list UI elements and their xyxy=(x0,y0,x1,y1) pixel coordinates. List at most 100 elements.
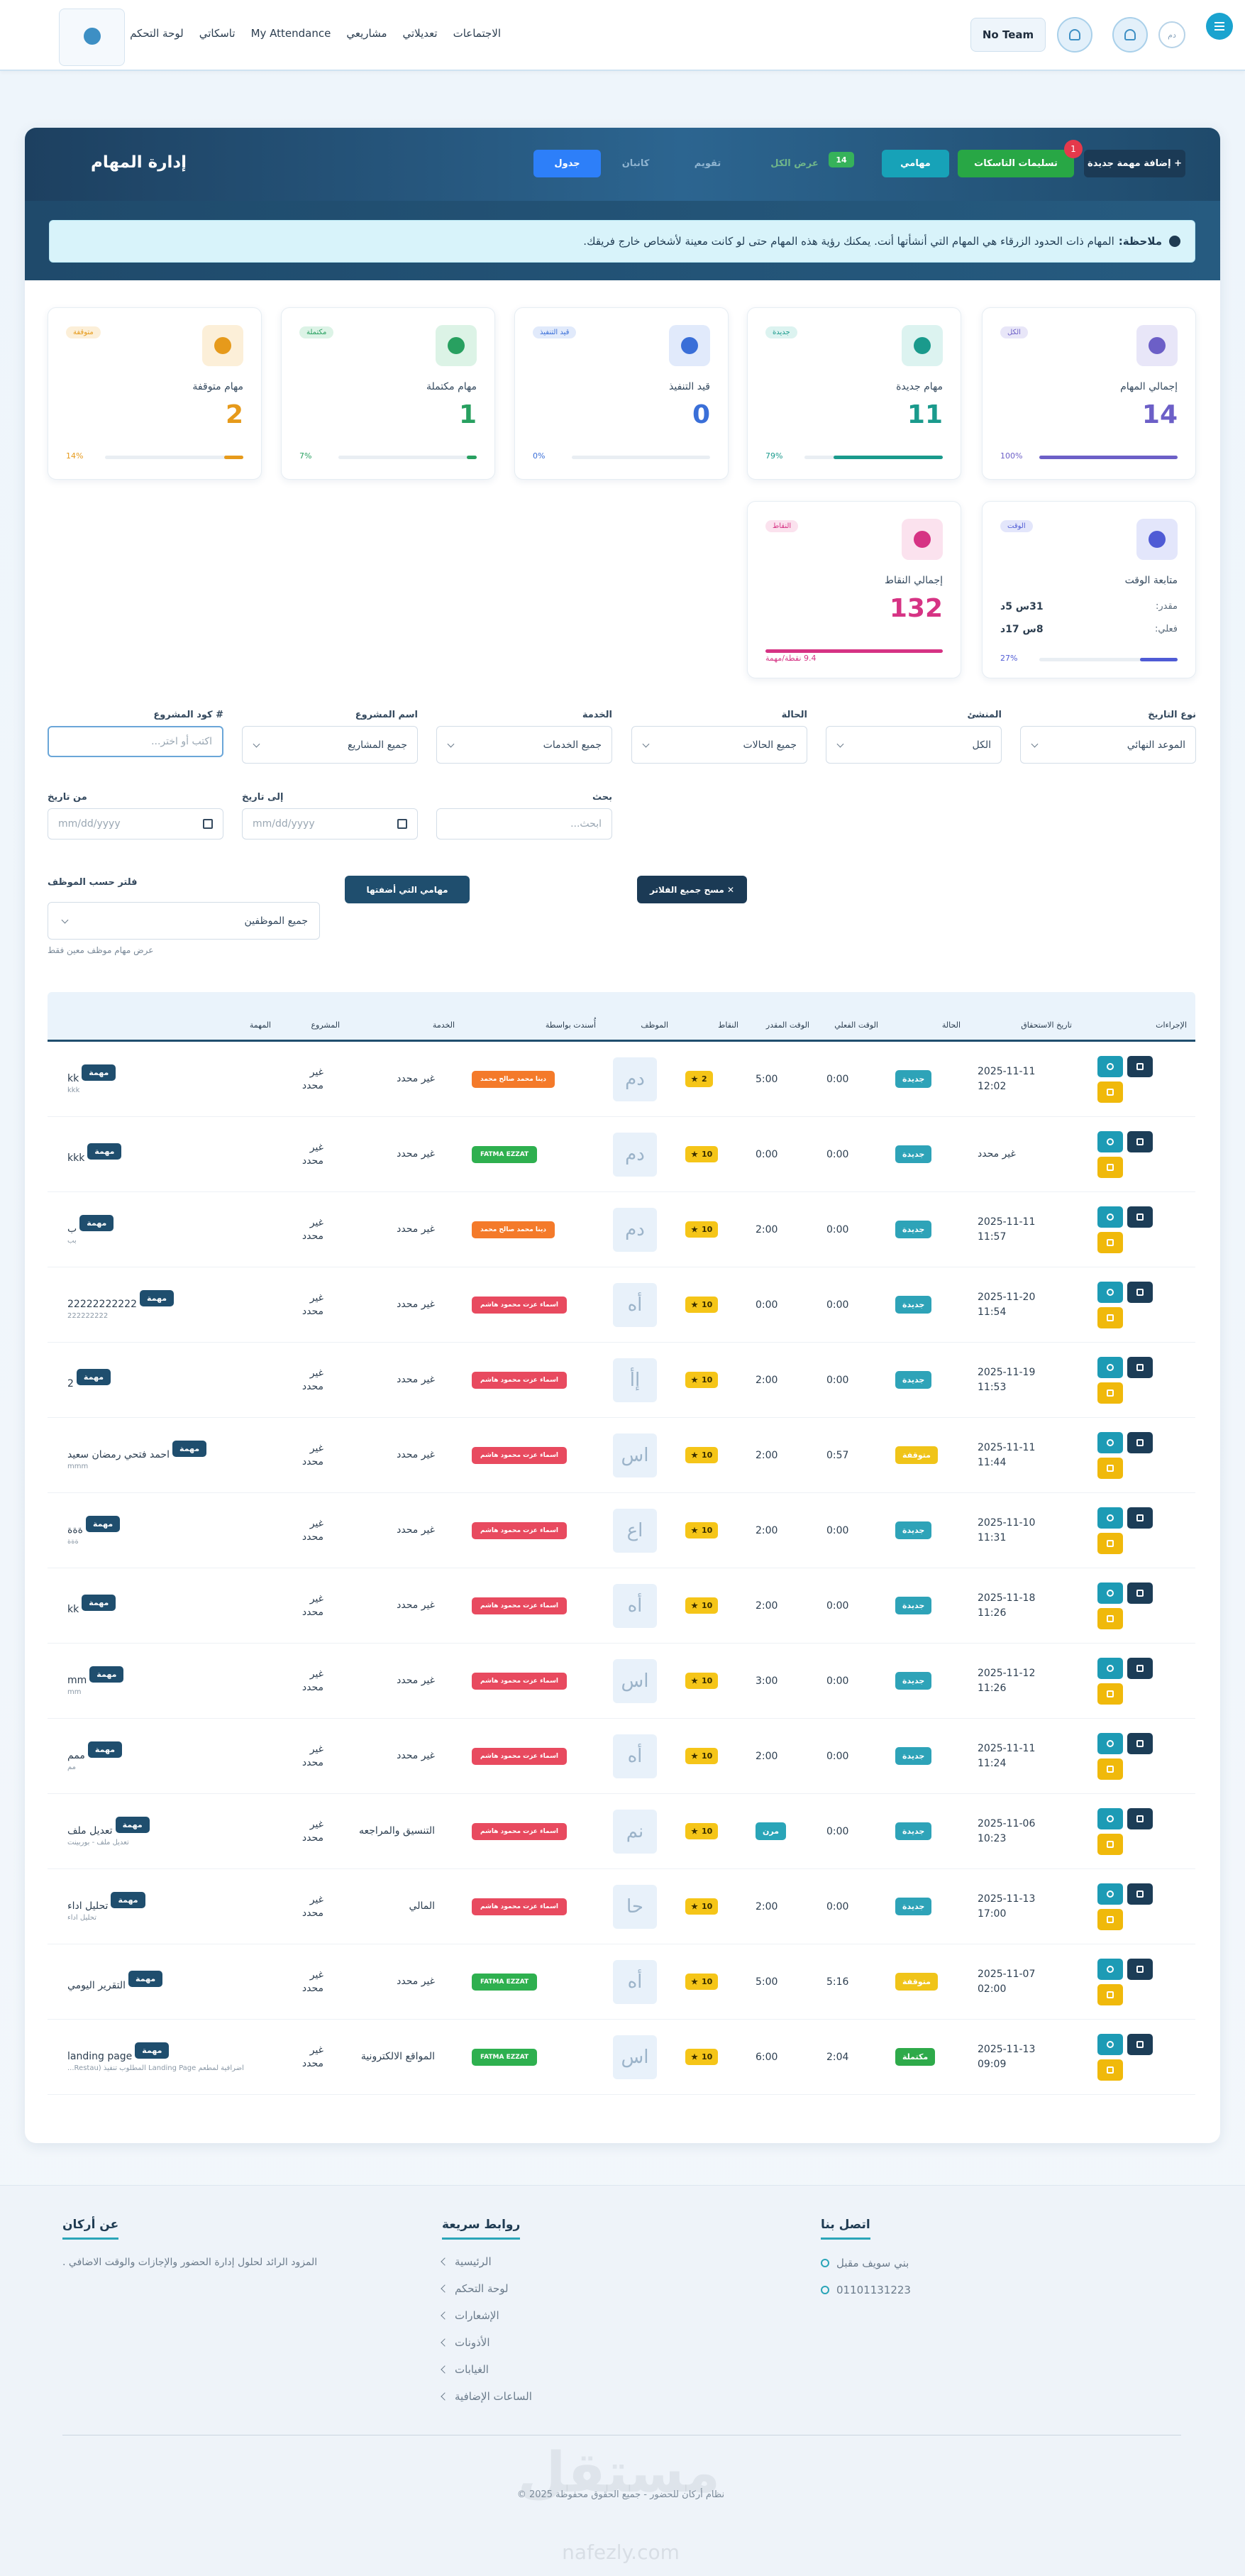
nav-link[interactable]: لوحة التحكم xyxy=(130,27,184,40)
edit-button[interactable] xyxy=(1127,1281,1153,1303)
filter-select[interactable]: جميع المشاريع xyxy=(242,726,418,764)
points: 10 xyxy=(702,1676,713,1685)
employee-cell: اس xyxy=(604,2020,677,2094)
edit-button[interactable] xyxy=(1127,1431,1153,1453)
edit-button[interactable] xyxy=(1127,2033,1153,2055)
employee-cell: أه xyxy=(604,1267,677,1342)
task-subtitle: mmm xyxy=(67,1462,89,1470)
view-button[interactable] xyxy=(1097,1958,1123,1980)
filter-select[interactable]: جميع الخدمات xyxy=(436,726,612,764)
footer-link[interactable]: الإشعارات xyxy=(441,2309,499,2322)
task-subtitle: mm xyxy=(67,1688,82,1696)
view-button[interactable] xyxy=(1097,1356,1123,1378)
reassign-button[interactable] xyxy=(1097,2059,1123,2081)
nav-link[interactable]: تعديلاتي xyxy=(402,27,438,40)
employee-avatar: حا xyxy=(613,1884,657,1929)
chevron xyxy=(253,740,260,748)
nav-link[interactable]: مشاريعي xyxy=(346,27,387,40)
filter-label: إلى تاريخ xyxy=(242,792,284,803)
reassign-button[interactable] xyxy=(1097,1457,1123,1479)
reassign-button[interactable] xyxy=(1097,1683,1123,1705)
reassign-button[interactable] xyxy=(1097,1382,1123,1404)
filter-select[interactable]: الكل xyxy=(826,726,1002,764)
calendar-icon xyxy=(203,819,213,829)
deliveries-button[interactable]: تسليمات التاسكات xyxy=(958,150,1074,177)
nav-link[interactable]: My Attendance xyxy=(250,27,331,40)
table-view-button[interactable]: جدول xyxy=(533,150,601,177)
clear-filters-button[interactable]: ✕ مسح جميع الفلاتر xyxy=(637,876,747,903)
reassign-button[interactable] xyxy=(1097,1081,1123,1103)
reassign-button[interactable] xyxy=(1097,1983,1123,2005)
footer-link[interactable]: الأذونات xyxy=(441,2336,490,2349)
view-button[interactable] xyxy=(1097,1807,1123,1829)
view-button[interactable] xyxy=(1097,1130,1123,1152)
footer-link[interactable]: الساعات الإضافية xyxy=(441,2390,532,2403)
edit-button[interactable] xyxy=(1127,1582,1153,1604)
nav-link[interactable]: الاجتماعات xyxy=(453,27,501,40)
add-task-button[interactable]: + إضافة مهمة جديدة xyxy=(1084,150,1185,177)
view-button[interactable] xyxy=(1097,1431,1123,1453)
reassign-button[interactable] xyxy=(1097,1607,1123,1629)
filter-select[interactable]: الموعد النهائي xyxy=(1020,726,1196,764)
edit-button[interactable] xyxy=(1127,1883,1153,1905)
kanban-view-button[interactable]: كانبان xyxy=(621,158,650,169)
estimated-time: 6:00 xyxy=(756,2051,778,2063)
status-badge: جديدة xyxy=(895,1070,932,1088)
my-tasks-button[interactable]: مهامي xyxy=(882,150,949,177)
assigned-cell: اسماء عزت محمود هاشم xyxy=(463,1869,604,1944)
reassign-button[interactable] xyxy=(1097,1156,1123,1178)
nav-link[interactable]: تاسكاتي xyxy=(199,27,236,40)
menu-button[interactable] xyxy=(1206,13,1233,40)
view-button[interactable] xyxy=(1097,1657,1123,1679)
my-added-button[interactable]: مهامي التي أضفتها xyxy=(345,876,470,903)
edit-button[interactable] xyxy=(1127,1732,1153,1754)
stat-value: 0 xyxy=(692,400,710,429)
view-button[interactable] xyxy=(1097,1281,1123,1303)
filter-select[interactable]: جميع الحالات xyxy=(631,726,807,764)
footer-link[interactable]: لوحة التحكم xyxy=(441,2282,509,2295)
edit-button[interactable] xyxy=(1127,1507,1153,1529)
filter-select[interactable]: جميع الموظفين xyxy=(48,902,320,940)
show-all-button[interactable]: عرض الكل xyxy=(770,158,819,169)
edit-button[interactable] xyxy=(1127,1807,1153,1829)
points: 10 xyxy=(702,1827,713,1836)
notification-button[interactable] xyxy=(1112,17,1148,53)
reassign-button[interactable] xyxy=(1097,1532,1123,1554)
edit-button[interactable] xyxy=(1127,1958,1153,1980)
stat-icon xyxy=(202,325,243,366)
team-button[interactable]: No Team xyxy=(970,18,1046,52)
task-line: التقرير اليومي مهمة xyxy=(67,1971,163,1993)
edit-button[interactable] xyxy=(1127,1657,1153,1679)
edit-button[interactable] xyxy=(1127,1206,1153,1228)
reassign-button[interactable] xyxy=(1097,1758,1123,1780)
chevron xyxy=(441,2365,449,2374)
filter-date[interactable]: mm/dd/yyyy xyxy=(48,808,223,840)
reassign-button[interactable] xyxy=(1097,1306,1123,1328)
filter-date[interactable]: mm/dd/yyyy xyxy=(242,808,418,840)
filter-input[interactable]: ابحث... xyxy=(436,808,612,840)
view-button[interactable] xyxy=(1097,1507,1123,1529)
footer-link[interactable]: الغيابات xyxy=(441,2363,489,2376)
reassign-button[interactable] xyxy=(1097,1833,1123,1855)
avatar[interactable]: دم xyxy=(1158,21,1185,48)
calendar-view-button[interactable]: تقويم xyxy=(694,158,721,169)
edit-button[interactable] xyxy=(1127,1055,1153,1077)
footer-link[interactable]: الرئيسية xyxy=(441,2255,492,2268)
view-button[interactable] xyxy=(1097,1206,1123,1228)
points-badge: 10 xyxy=(685,1221,719,1238)
reassign-button[interactable] xyxy=(1097,1231,1123,1253)
view-button[interactable] xyxy=(1097,1732,1123,1754)
edit-button[interactable] xyxy=(1127,1130,1153,1152)
edit-button[interactable] xyxy=(1127,1356,1153,1378)
task-subtitle: بب xyxy=(67,1236,77,1245)
reassign-button[interactable] xyxy=(1097,1908,1123,1930)
actions-cell xyxy=(1080,1493,1195,1568)
view-button[interactable] xyxy=(1097,2033,1123,2055)
task-name: ب xyxy=(67,1223,77,1235)
notification-button[interactable] xyxy=(1057,17,1092,53)
task-cell: 22222222222 مهمة 222222222 xyxy=(48,1267,280,1342)
view-button[interactable] xyxy=(1097,1055,1123,1077)
view-button[interactable] xyxy=(1097,1883,1123,1905)
view-button[interactable] xyxy=(1097,1582,1123,1604)
filter-input[interactable]: اكتب أو اختر... xyxy=(48,726,223,757)
